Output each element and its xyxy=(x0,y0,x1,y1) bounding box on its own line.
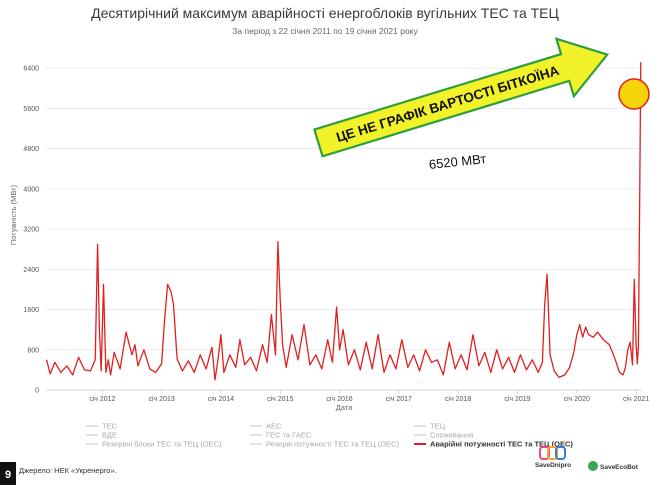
legend: ТЕС АЕС ТЕЦ ВДЕ ГЕС та ГАЕС Споживання Резервн… xyxy=(86,422,573,449)
legend-item[interactable]: ТЕС xyxy=(102,422,118,431)
page-number: 9 xyxy=(5,469,11,481)
brand-left-name: SaveDnipro xyxy=(535,462,571,469)
peak-highlight-circle xyxy=(618,78,650,110)
y-tick-label: 3200 xyxy=(23,227,39,234)
source-note: Джерело: НЕК «Укренерго». xyxy=(19,466,117,475)
savednipro-icon xyxy=(539,446,566,460)
legend-item[interactable]: ВДЕ xyxy=(102,431,117,440)
legend-item[interactable]: ГЕС та ГАЕС xyxy=(266,431,312,440)
callout-arrow-shape xyxy=(312,37,610,158)
x-tick-label: січ 2018 xyxy=(445,395,471,403)
chart-title: Десятирічний максимум аварійності енерго… xyxy=(91,5,559,21)
y-axis-ticks: 0 800 1600 2400 3200 4000 4800 5600 6400 xyxy=(23,66,39,395)
x-tick-label: січ 2015 xyxy=(267,395,293,403)
y-tick-label: 4800 xyxy=(23,146,39,153)
callout-text: ЦЕ НЕ ГРАФІК ВАРТОСТІ БІТКОЇНА xyxy=(334,63,561,145)
series-line-emergency-capacity xyxy=(45,62,642,381)
callout-arrow: ЦЕ НЕ ГРАФІК ВАРТОСТІ БІТКОЇНА xyxy=(312,37,610,158)
page-number-box xyxy=(0,462,16,485)
x-axis-title: Дата xyxy=(336,403,353,412)
y-axis-title: Потужність (МВт) xyxy=(9,184,18,245)
x-tick-label: січ 2017 xyxy=(386,395,412,403)
peak-value-label: 6520 МВт xyxy=(428,151,487,172)
y-tick-label: 2400 xyxy=(23,267,39,274)
saveecobot-icon xyxy=(588,461,598,471)
legend-item[interactable]: Резервні блоки ТЕС та ТЕЦ (ОЕС) xyxy=(102,440,222,449)
x-tick-label: січ 2019 xyxy=(504,395,530,403)
x-tick-label: січ 2021 xyxy=(623,395,649,403)
brand-logo-right: SaveEcoBot xyxy=(588,461,639,471)
legend-item[interactable]: Аварійні потужності ТЕС та ТЕЦ (ОЕС) xyxy=(430,440,573,449)
legend-item[interactable]: ТЕЦ xyxy=(430,422,446,431)
x-axis-ticks: січ 2012 січ 2013 січ 2014 січ 2015 січ 2016… xyxy=(89,390,649,403)
x-tick-label: січ 2012 xyxy=(89,395,115,403)
legend-item[interactable]: Резерві потужності ТЕС та ТЕЦ (ОЕС) xyxy=(266,440,399,449)
x-tick-label: січ 2016 xyxy=(326,395,352,403)
legend-item[interactable]: АЕС xyxy=(266,422,282,431)
x-tick-label: січ 2020 xyxy=(564,395,590,403)
y-tick-label: 800 xyxy=(27,347,39,354)
grid-lines xyxy=(46,67,642,391)
y-tick-label: 5600 xyxy=(23,106,39,113)
y-tick-label: 4000 xyxy=(23,186,39,193)
y-tick-label: 6400 xyxy=(23,66,39,73)
x-tick-label: січ 2014 xyxy=(208,395,234,403)
legend-item[interactable]: Споживання xyxy=(430,431,473,440)
brand-logo-left: SaveDnipro xyxy=(535,446,571,469)
x-tick-label: січ 2013 xyxy=(149,395,175,403)
brand-right-name: SaveEcoBot xyxy=(600,464,639,471)
chart-subtitle: За період з 22 січня 2011 по 19 січня 20… xyxy=(232,26,418,36)
y-tick-label: 0 xyxy=(35,388,39,395)
y-tick-label: 1600 xyxy=(23,307,39,314)
